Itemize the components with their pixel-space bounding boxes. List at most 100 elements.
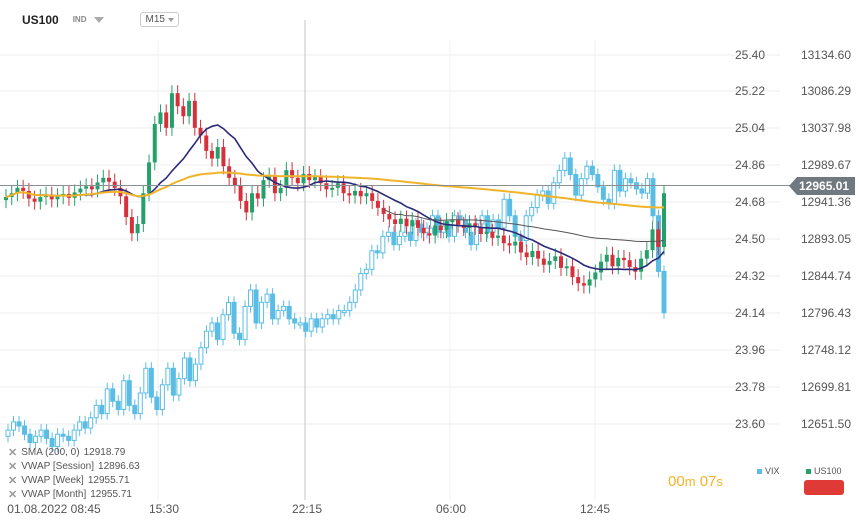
us100-candle <box>650 229 655 251</box>
vix-candle <box>507 198 513 217</box>
vix-candle <box>341 310 347 314</box>
us100-candle <box>324 183 329 190</box>
us100-candle <box>158 112 163 124</box>
vix-candle <box>358 272 364 291</box>
vix-candle <box>44 429 50 439</box>
us100-candle <box>616 257 621 267</box>
us100-candle <box>547 260 552 265</box>
us100-candle <box>221 147 226 167</box>
us100-candle <box>101 177 106 183</box>
vix-candle <box>16 421 22 427</box>
vix-candle <box>391 231 397 246</box>
us100-candle <box>135 223 140 234</box>
us100-candle <box>49 194 54 200</box>
vix-candle <box>551 182 557 204</box>
vix-candle <box>617 169 623 192</box>
us100-candle <box>621 257 626 261</box>
vix-candle <box>281 305 287 312</box>
vix-candle <box>319 318 325 328</box>
vix-candle <box>66 435 72 441</box>
us100-candle <box>524 252 529 258</box>
us100-candle <box>4 197 8 201</box>
vix-candle <box>661 270 667 314</box>
us100-candle <box>427 233 432 236</box>
legend-value: 12918.79 <box>83 447 126 458</box>
us100-candle <box>32 198 37 202</box>
vix-candle <box>567 157 573 176</box>
vix-tick-label: 24.14 <box>735 306 765 320</box>
vix-candle <box>264 293 270 303</box>
us100-candle <box>55 196 60 200</box>
legend-row-vwap-week[interactable]: ✕ VWAP [Week] 12955.71 <box>8 474 140 488</box>
us100-tick-label: 12989.67 <box>801 158 851 172</box>
us100-candle <box>576 277 581 284</box>
legend-label: SMA (200, 0) <box>21 447 80 458</box>
vix-candle <box>104 388 110 415</box>
us100-candle <box>347 193 352 196</box>
us100-candle <box>232 177 237 186</box>
countdown-m-unit: m <box>684 474 696 489</box>
close-icon[interactable]: ✕ <box>8 475 18 487</box>
us100-candle <box>484 231 489 234</box>
countdown-s-unit: s <box>716 474 723 489</box>
us100-candle <box>106 177 111 182</box>
vix-candle <box>303 322 309 332</box>
us100-candle <box>290 170 295 178</box>
us100-candle <box>456 220 461 225</box>
vix-candle <box>330 314 336 320</box>
us100-candle <box>272 175 277 194</box>
vix-candle <box>429 215 435 229</box>
vix-tick-label: 23.78 <box>735 380 765 394</box>
us100-candle <box>415 220 420 228</box>
us100-candle <box>536 250 541 259</box>
legend-label: VWAP [Session] <box>21 461 95 472</box>
time-tick-label: 22:15 <box>292 502 322 516</box>
us100-candle <box>639 258 644 272</box>
vix-candle <box>297 322 303 326</box>
us100-candle <box>15 187 20 194</box>
us100-candle <box>353 190 358 196</box>
symbol-label[interactable]: US100 <box>22 12 59 27</box>
series-legend-us100[interactable]: US100 <box>806 466 842 476</box>
us100-candle <box>513 241 518 246</box>
timeframe-selector[interactable]: M15 <box>140 12 179 27</box>
us100-candle <box>250 193 255 213</box>
vix-candle <box>71 429 77 441</box>
sell-price-box[interactable] <box>804 480 844 495</box>
vix-candle <box>214 322 220 340</box>
us100-tick-label: 12941.36 <box>801 195 851 209</box>
vix-candle <box>110 388 116 402</box>
us100-candle <box>112 181 117 188</box>
vix-candle <box>270 293 276 320</box>
us100-candle <box>627 260 632 268</box>
us100-candle <box>175 93 180 107</box>
us100-legend-label: US100 <box>814 466 842 476</box>
vix-candle <box>589 165 595 176</box>
vix-candle <box>176 378 182 396</box>
vix-candle <box>143 367 149 394</box>
vix-candle <box>170 367 176 396</box>
vix-candle <box>352 289 358 303</box>
legend-row-vwap-month[interactable]: ✕ VWAP [Month] 12955.71 <box>8 488 140 502</box>
time-tick-label: 06:00 <box>436 502 466 516</box>
us100-candle <box>129 217 134 234</box>
vix-candle <box>148 367 154 398</box>
series-legend-vix[interactable]: VIX <box>757 466 780 476</box>
vix-candle <box>93 404 99 419</box>
legend-row-vwap-session[interactable]: ✕ VWAP [Session] 12896.63 <box>8 460 140 474</box>
us100-candle <box>278 187 283 194</box>
legend-row-sma[interactable]: ✕ SMA (200, 0) 12918.79 <box>8 446 140 460</box>
vix-tick-label: 25.40 <box>735 48 765 62</box>
vix-tick-label: 24.86 <box>735 158 765 172</box>
vix-candle <box>314 318 320 328</box>
vix-candle <box>22 425 28 435</box>
close-icon[interactable]: ✕ <box>8 447 18 459</box>
vix-candle <box>385 231 391 237</box>
close-icon[interactable]: ✕ <box>8 461 18 473</box>
indicator-lines <box>0 124 790 271</box>
vix-candle <box>407 231 413 241</box>
close-icon[interactable]: ✕ <box>8 489 18 501</box>
vix-candle <box>126 380 132 406</box>
symbol-dropdown-icon[interactable] <box>94 16 105 23</box>
